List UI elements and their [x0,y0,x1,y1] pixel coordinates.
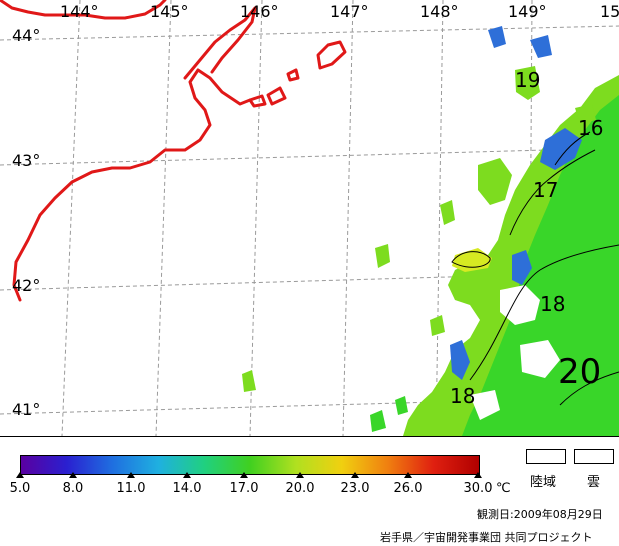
sst-scatter-north [515,66,596,124]
longitude-label-146: 146° [240,2,279,21]
parallel-44 [0,25,619,41]
colorbar-tick-23 [351,472,359,478]
coastline-islet-b [286,68,300,82]
sst-mid-green [462,95,619,436]
coastline-hokkaido [12,68,252,302]
latitude-label-44: 44° [12,26,41,45]
longitude-label-144: 144° [60,2,99,21]
colorbar-tick-30 [474,472,482,478]
colorbar-label-11: 11.0 [116,481,146,496]
colorbar-label-17: 17.0 [229,481,259,496]
sst-cool-band-mid [512,250,532,285]
contour-label-20: 20 [558,352,602,392]
sst-map: 144° 145° 146° 147° 148° 149° 15 44° 43°… [0,0,619,436]
coastline-shikotan [266,86,287,106]
contour-20 [559,371,619,406]
contour-warm-tongue [451,251,491,268]
meridian-144 [61,0,81,436]
coastline-etorofu [316,40,347,70]
colorbar-label-30: 30.0 [463,481,493,496]
longitude-label-149: 149° [508,2,547,21]
observation-date: 観測日:2009年08月29日 [477,508,603,521]
colorbar-tick-14 [183,472,191,478]
coastline [0,0,347,302]
sst-scatter-west [242,200,455,392]
sst-cool-speck-north [488,26,552,58]
contour-16 [554,131,591,166]
colorbar-tick-17 [240,472,248,478]
sst-contours [451,131,619,406]
cloud-legend-swatch [574,449,614,464]
meridian-146 [249,0,263,436]
colorbar-tick-8 [69,472,77,478]
longitude-label-150: 15 [600,2,619,21]
colorbar-label-14: 14.0 [172,481,202,496]
contour-label-18-south: 18 [450,384,476,408]
contour-18 [469,244,619,381]
latitude-label-42: 42° [12,276,41,295]
coastline-shiretoko [0,0,167,20]
contour-label-19: 19 [515,68,541,92]
colorbar-tick-5 [16,472,24,478]
colorbar-label-23: 23.0 [340,481,370,496]
sst-northwest-patch [478,158,512,205]
sst-map-canvas [0,0,619,436]
colorbar-label-26: 26.0 [393,481,423,496]
colorbar [20,455,480,475]
sst-cool-band-north [540,128,582,170]
colorbar-tick-26 [404,472,412,478]
meridian-148 [435,0,444,436]
sst-cloud-holes [470,285,560,420]
colorbar-label-8: 8.0 [62,481,84,496]
contour-label-18: 18 [540,292,566,316]
graticule [0,0,619,436]
parallel-41 [0,396,619,415]
parallel-43 [0,147,619,166]
land-legend-swatch [526,449,566,464]
coastline-kunashiri [183,6,257,80]
contour-label-17: 17 [533,178,559,202]
land-legend-label: 陸域 [530,475,557,490]
cloud-legend-label: 雲 [587,475,601,490]
sst-cool-band-south [450,340,470,380]
longitude-label-145: 145° [150,2,189,21]
parallel-42 [0,271,619,291]
contour-17 [509,149,596,236]
latitude-label-41: 41° [12,400,41,419]
map-bottom-border [0,436,619,437]
meridian-145 [155,0,172,436]
meridian-147 [342,0,354,436]
sst-scatter-south-west [370,396,408,432]
coastline-islet-a [248,94,267,108]
latitude-label-43: 43° [12,151,41,170]
colorbar-label-5: 5.0 [9,481,31,496]
colorbar-tick-11 [127,472,135,478]
credit-text: 岩手県／宇宙開発事業団 共同プロジェクト [380,531,593,544]
contour-label-16: 16 [578,116,604,140]
longitude-label-148: 148° [420,2,459,21]
sst-field [242,26,619,436]
colorbar-label-20: 20.0 [285,481,315,496]
longitude-label-147: 147° [330,2,369,21]
colorbar-unit: ℃ [496,481,511,496]
colorbar-tick-20 [296,472,304,478]
